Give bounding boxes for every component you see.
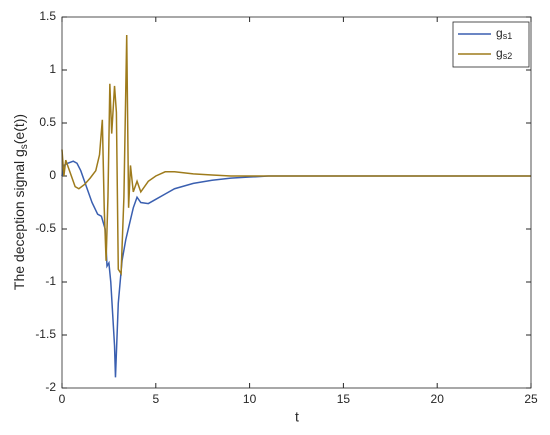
series-line: [61, 160, 531, 378]
y-label-tail: (e(t)): [11, 114, 27, 144]
legend-label: gs1: [496, 26, 512, 41]
y-tick-label: 0.5: [39, 115, 56, 129]
x-tick-label: 5: [152, 392, 159, 406]
legend-label: gs2: [496, 46, 512, 61]
legend-label-main: g: [496, 46, 503, 60]
x-tick-label: 25: [524, 392, 538, 406]
legend-box: [452, 21, 530, 68]
legend-label-sub: s2: [503, 51, 513, 61]
y-tick-label: 1: [49, 62, 56, 76]
axes-box: [61, 16, 532, 389]
legend-label-main: g: [496, 26, 503, 40]
y-tick-label: 0: [49, 168, 56, 182]
series-line: [61, 35, 531, 276]
x-tick-label: 10: [243, 392, 257, 406]
x-tick-label: 20: [431, 392, 445, 406]
y-label-sub: s: [19, 144, 30, 149]
y-tick-label: -2: [45, 380, 56, 394]
y-tick-label: -1.5: [35, 327, 56, 341]
y-tick-label: -0.5: [35, 221, 56, 235]
y-label-main: The deception signal g: [11, 149, 27, 290]
x-tick-label: 15: [337, 392, 351, 406]
y-tick-label: 1.5: [39, 9, 56, 23]
y-tick-label: -1: [45, 274, 56, 288]
legend-label-sub: s1: [503, 31, 513, 41]
x-tick-label: 0: [59, 392, 66, 406]
x-axis-label: t: [295, 409, 299, 425]
y-axis-label: The deception signal gs(e(t)): [11, 114, 30, 290]
